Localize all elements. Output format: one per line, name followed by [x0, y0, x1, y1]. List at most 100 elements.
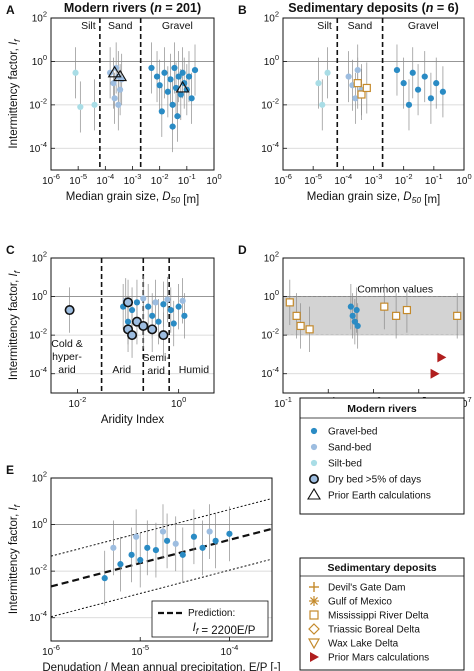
data-point-prior [107, 65, 122, 78]
x-tick-label: 10-3 [124, 172, 142, 187]
x-tick-label: 10-6 [42, 172, 60, 187]
y-axis-label-text: Intermittency factor, If [8, 38, 22, 149]
y-axis-label: Intermittency factor, If [8, 269, 22, 380]
data-point-gravel [181, 312, 188, 319]
region-label: Sand [108, 20, 133, 32]
plot-frame [282, 17, 465, 171]
y-tick-label: 10-2 [29, 327, 47, 342]
data-point-gravel [188, 95, 195, 102]
data-point-gravel [439, 88, 447, 95]
data-point-gravel [421, 73, 428, 80]
y-tick-label: 100 [32, 516, 47, 531]
data-point-gravel [191, 66, 199, 74]
data-point-sand [111, 95, 118, 102]
y-tick-label: 100 [32, 288, 47, 303]
legend-deposits-item: Gulf of Mexico [328, 597, 392, 608]
prediction-legend-box [151, 600, 269, 638]
data-point-gravel [128, 551, 135, 558]
x-tick-label: 10-4 [96, 172, 114, 187]
data-point-gravel [175, 73, 182, 80]
prediction-formula-text: If = 2200E/P [193, 622, 256, 637]
x-tick-label: 100 [171, 395, 186, 410]
data-point-deposit [402, 305, 412, 315]
data-point-gravel [148, 64, 155, 72]
prediction-label: Prediction: [188, 608, 235, 619]
data-point-gravel [179, 551, 186, 558]
x-axis-label-text: Median grain size, D50 [m] [66, 191, 199, 206]
data-point-sand [352, 95, 359, 102]
y-tick-label: 102 [264, 10, 279, 25]
y-tick-label: 102 [32, 10, 47, 25]
data-point-gravel [226, 530, 233, 537]
data-point-silt [91, 101, 98, 108]
gravel-legend-symbol [310, 427, 318, 435]
y-axis-label: Intermittency factor, If [8, 38, 22, 149]
data-point-gravel [174, 113, 181, 120]
data-point-silt [72, 69, 79, 76]
panel-letter-E: E [6, 463, 14, 477]
legend-modern-rivers-title: Modern rivers [347, 403, 417, 415]
panel-C: C 102 100 10-2 10-4 10-2 100 Cold &hyper-arid Ar… [6, 243, 215, 426]
data-point-gravel [161, 69, 168, 76]
prediction-bound-line [50, 497, 273, 557]
data-point-gravel [144, 544, 151, 551]
plot-frame [50, 257, 215, 394]
legend-deposits-item: Devil's Gate Dam [328, 583, 406, 594]
data-point-gravel [167, 76, 174, 83]
triangle-down-icon [307, 638, 321, 650]
panel-letter-C: C [6, 243, 15, 257]
data-point-prior [175, 80, 190, 93]
legend-modern-rivers-item: Gravel-bed [328, 427, 377, 438]
x-tick-label: 10-4 [221, 643, 239, 658]
data-point-deposit [305, 325, 314, 334]
region-label: Semi- [142, 352, 170, 364]
data-point-gravel [433, 80, 440, 87]
data-point-silt [77, 103, 84, 111]
legend-modern-rivers-item: Dry bed >5% of days [328, 475, 421, 486]
diamond-icon [308, 623, 320, 635]
x-tick-label: 100 [206, 172, 221, 187]
y-tick-label: 102 [32, 250, 47, 265]
x-tick-label: 10-6 [274, 172, 292, 187]
data-point-gravel [347, 303, 354, 310]
data-point-dry [147, 324, 158, 335]
data-point-dry [158, 330, 169, 341]
x-tick-label: 10-1 [425, 172, 443, 187]
data-point-deposit [453, 311, 462, 320]
x-tick-label: 10-1 [274, 395, 292, 410]
data-point-sand [159, 528, 167, 535]
x-tick-label: 10-5 [131, 643, 149, 658]
plot-frame [50, 477, 273, 642]
panel-letter-B: B [238, 3, 247, 17]
legend-deposits-item: Prior Mars calculations [328, 653, 429, 664]
data-point-gravel [124, 318, 132, 325]
data-point-deposit [357, 90, 366, 99]
data-point-gravel [149, 312, 156, 319]
y-tick-label: 10-4 [261, 140, 279, 155]
y-tick-label: 100 [264, 288, 279, 303]
data-point-gravel [133, 299, 141, 306]
legend-deposits-frame [299, 557, 465, 671]
y-tick-label: 10-4 [29, 365, 47, 380]
region-label: Silt [81, 20, 96, 32]
data-point-mars [437, 352, 447, 363]
sand-legend-symbol [310, 443, 318, 451]
region-label: Sand [348, 20, 373, 32]
y-tick-label: 10-4 [261, 365, 279, 380]
data-point-gravel [170, 320, 177, 327]
legend-deposits-title: Sedimentary deposits [327, 562, 436, 574]
region-label: Gravel [408, 20, 439, 32]
data-point-gravel [199, 544, 206, 551]
data-point-gravel [400, 80, 407, 87]
panel-B: B 102 100 10-2 10-4 10-6 10-5 10-4 10-3 10-2 10-1 1… [238, 1, 472, 206]
data-point-gravel [164, 88, 171, 95]
data-point-deposit [392, 311, 401, 320]
data-point-deposit [362, 83, 371, 93]
y-tick-label: 10-4 [29, 140, 47, 155]
region-label: arid [147, 365, 165, 377]
prior-legend-symbol [307, 487, 321, 500]
data-point-sand [110, 80, 117, 87]
y-tick-label: 10-2 [29, 96, 47, 111]
